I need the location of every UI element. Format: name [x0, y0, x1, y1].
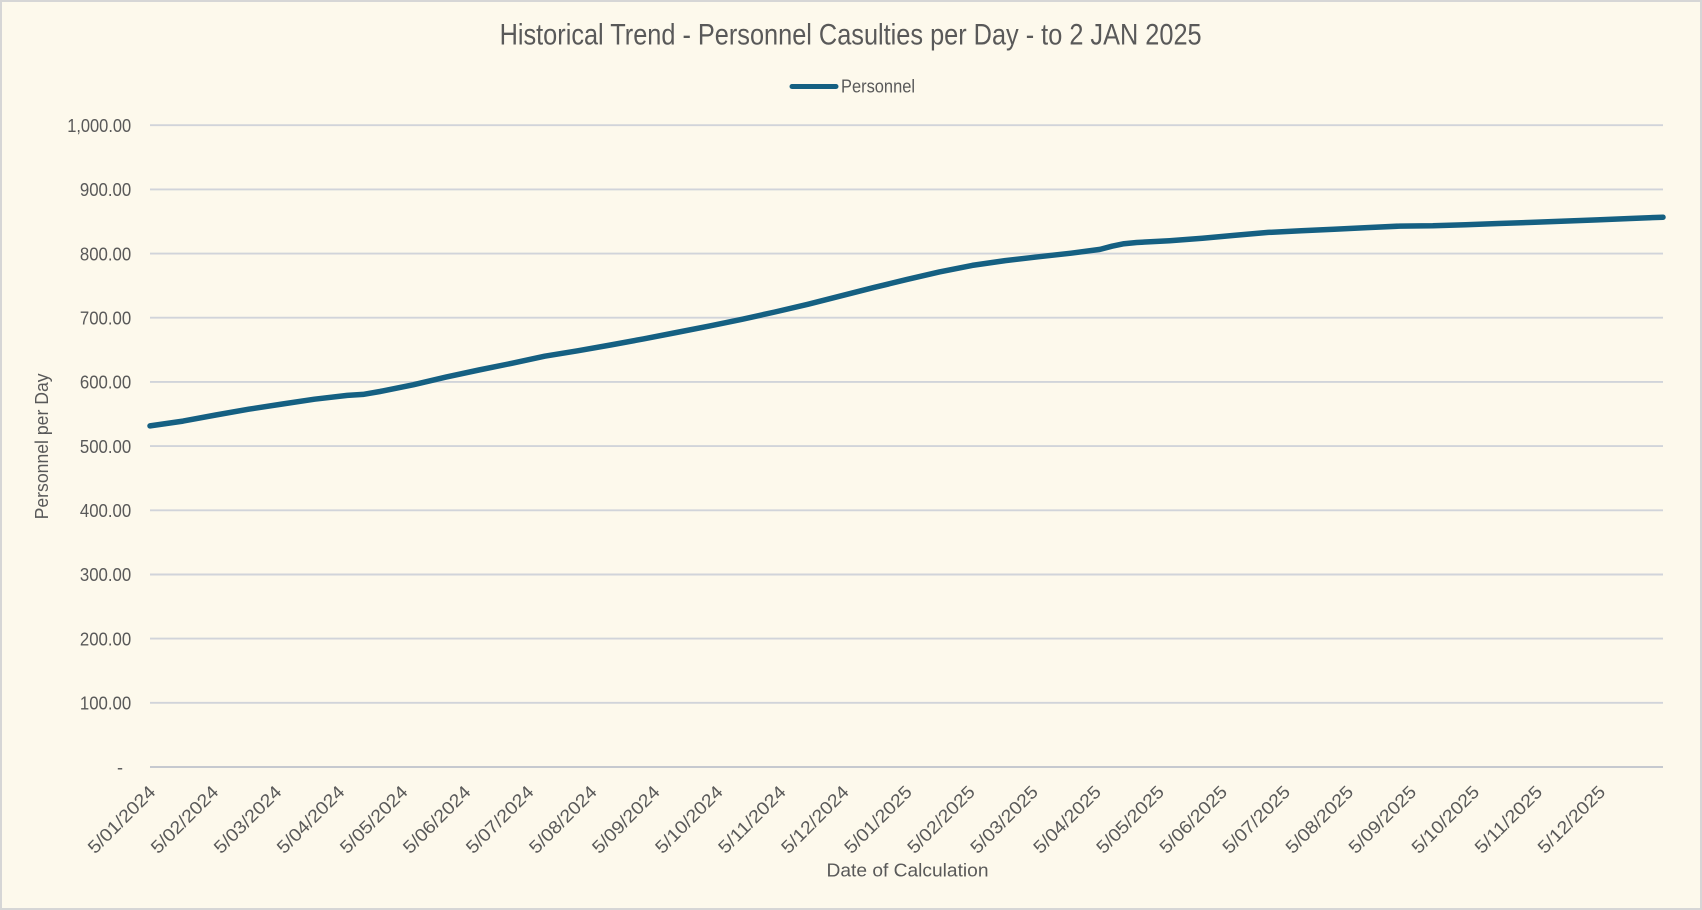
svg-text:Personnel: Personnel [841, 77, 915, 97]
svg-text:Historical Trend - Personnel C: Historical Trend - Personnel Casulties p… [500, 19, 1202, 52]
svg-text:300.00: 300.00 [80, 565, 131, 585]
svg-text:900.00: 900.00 [80, 180, 131, 200]
svg-text:Date of Calculation: Date of Calculation [827, 860, 989, 880]
svg-text:100.00: 100.00 [80, 694, 131, 714]
svg-text:-: - [117, 758, 123, 778]
svg-text:800.00: 800.00 [80, 244, 131, 264]
svg-text:500.00: 500.00 [80, 437, 131, 457]
svg-text:Personnel per Day: Personnel per Day [32, 373, 52, 519]
svg-text:200.00: 200.00 [80, 629, 131, 649]
svg-text:1,000.00: 1,000.00 [67, 116, 131, 136]
svg-text:700.00: 700.00 [80, 308, 131, 328]
svg-text:400.00: 400.00 [80, 501, 131, 521]
svg-text:600.00: 600.00 [80, 373, 131, 393]
